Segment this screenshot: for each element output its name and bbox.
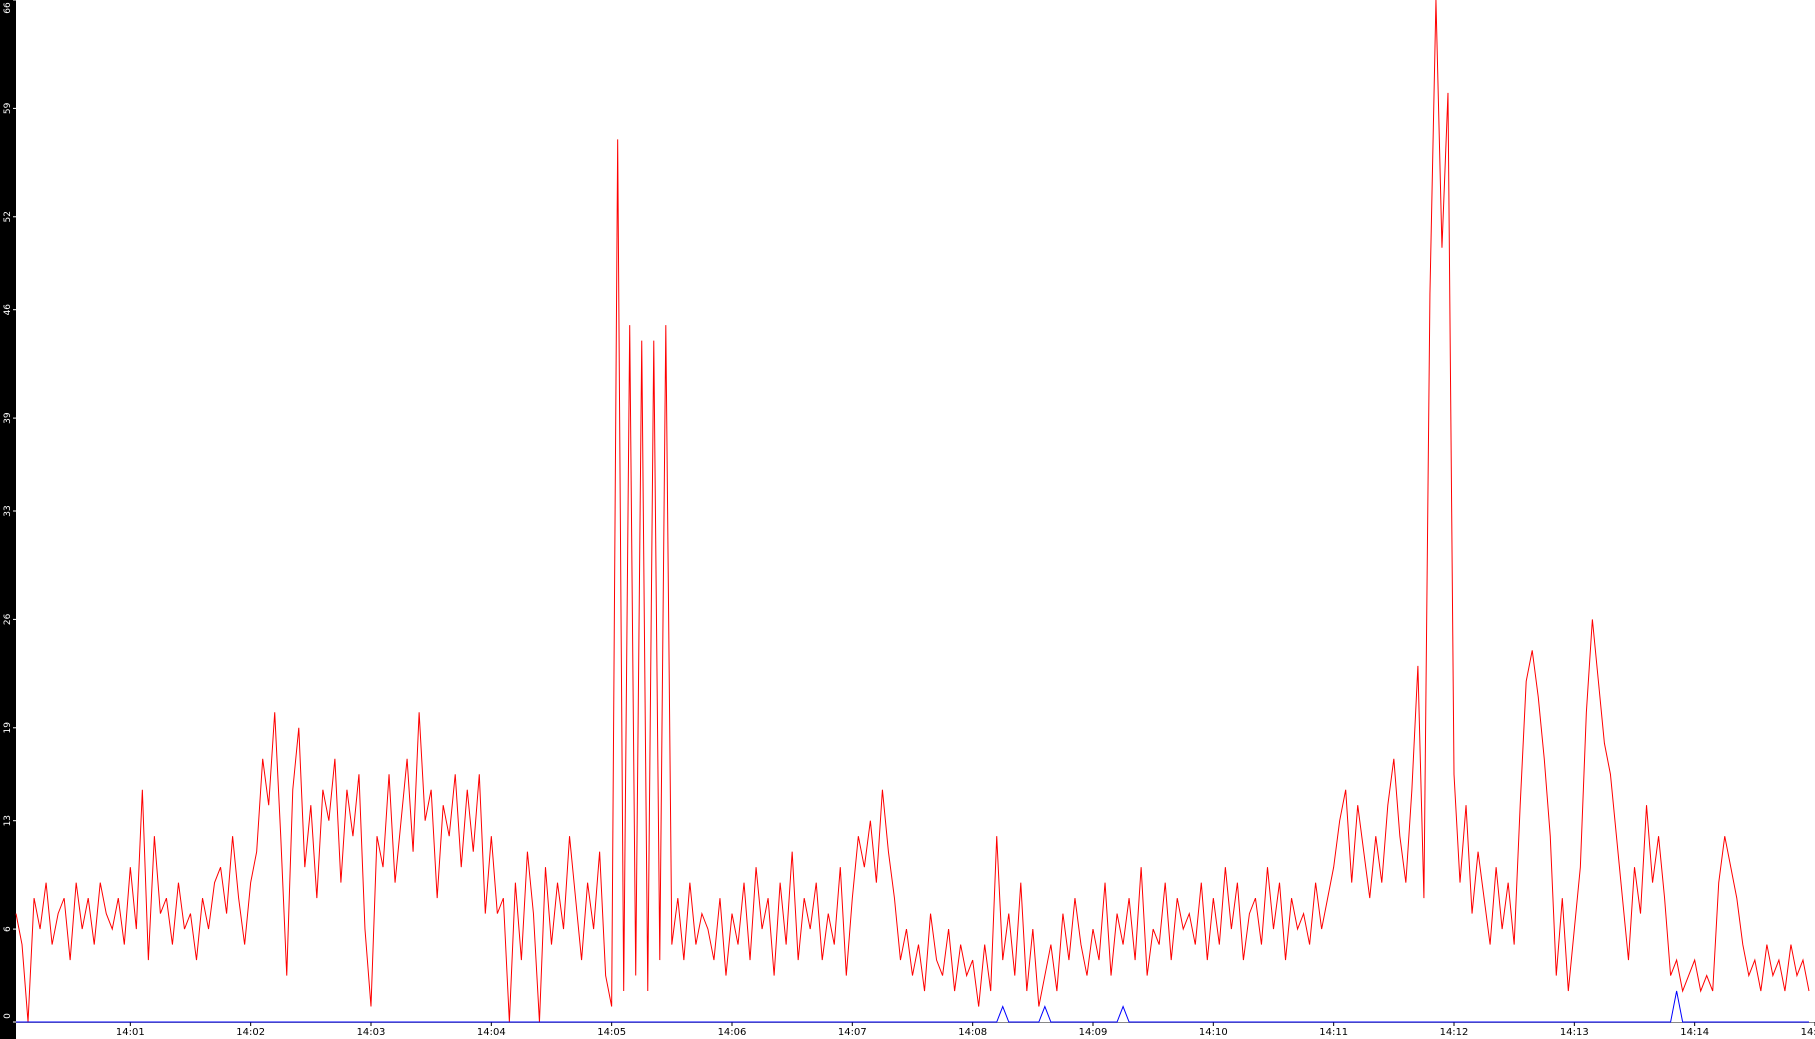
y-tick-label: 39 <box>3 412 13 424</box>
x-tick-label: 14:08 <box>958 1027 987 1038</box>
x-tick-label: 14:09 <box>1079 1027 1108 1038</box>
x-tick-label: 14:01 <box>116 1027 145 1038</box>
series-line <box>15 0 1810 1023</box>
y-tick-label: 33 <box>3 505 13 516</box>
x-tick-label: 14:04 <box>477 1027 506 1038</box>
x-tick-label: 14:02 <box>236 1027 265 1038</box>
x-tick-label: 14:06 <box>718 1027 747 1038</box>
x-tick-label: 14:11 <box>1319 1027 1348 1038</box>
y-tick-label: 0 <box>3 1013 13 1019</box>
x-tick-label: 14:05 <box>597 1027 626 1038</box>
x-tick-label: 14:12 <box>1440 1027 1469 1038</box>
y-tick-label: 26 <box>3 613 13 625</box>
y-tick-label: 6 <box>3 926 13 932</box>
y-tick-label: 19 <box>3 722 13 734</box>
x-tick-label: 14:03 <box>357 1027 386 1038</box>
x-tick-label: 14:15 <box>1801 1027 1815 1038</box>
y-tick-label: 13 <box>3 815 13 826</box>
y-tick-label: 46 <box>3 304 13 316</box>
y-axis-band <box>0 0 16 1039</box>
series-line <box>16 990 1809 1023</box>
y-tick-label: 59 <box>3 102 13 114</box>
y-tick-label: 52 <box>3 211 13 222</box>
y-tick-label: 66 <box>3 2 13 14</box>
x-tick-label: 14:13 <box>1560 1027 1589 1038</box>
x-tick-label: 14:07 <box>838 1027 867 1038</box>
x-tick-label: 14:10 <box>1199 1027 1228 1038</box>
x-tick-label: 14:14 <box>1680 1027 1709 1038</box>
